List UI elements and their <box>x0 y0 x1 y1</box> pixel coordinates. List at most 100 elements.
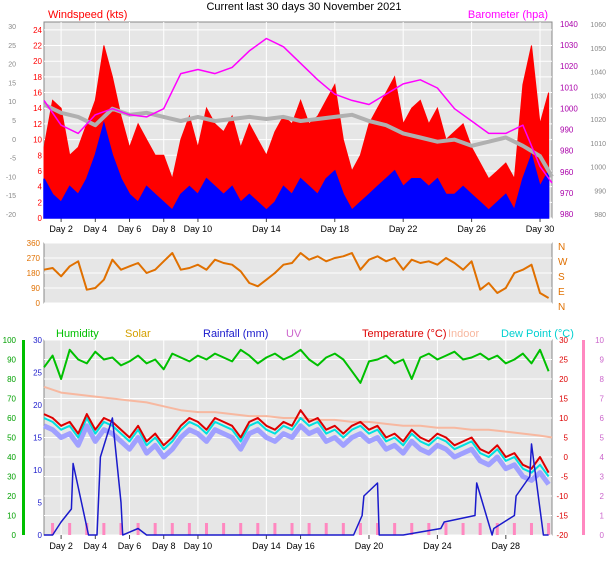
temp-tick-label: 25 <box>559 356 568 365</box>
barometer-tick-label: 1030 <box>560 41 578 50</box>
x-tick-label: Day 14 <box>252 541 281 551</box>
uv-bar <box>239 523 243 535</box>
humidity-tick-label: 80 <box>7 375 16 384</box>
humidity-tick-label: 30 <box>7 473 16 482</box>
windspeed-area <box>43 45 550 219</box>
rain-tick-label: 20 <box>33 401 42 410</box>
outer-right-tick-label: 1040 <box>590 70 606 77</box>
uv-tick-label: 3 <box>600 473 605 482</box>
rain-tick-label: 30 <box>33 336 42 345</box>
panel3-ticks: 0102030405060708090100051015202530-20-15… <box>3 336 605 551</box>
dewpoint-label: Dew Point (°C) <box>501 328 574 340</box>
uv-bar <box>341 523 345 535</box>
windspeed-tick-label: 4 <box>38 183 43 192</box>
humidity-tick-label: 40 <box>7 453 16 462</box>
compass-label: S <box>558 272 565 283</box>
x-tick-label: Day 20 <box>355 541 384 551</box>
uv-bar <box>119 523 123 535</box>
uv-tick-label: 8 <box>600 375 605 384</box>
barometer-tick-label: 980 <box>560 210 574 219</box>
temp-tick-label: 15 <box>559 395 568 404</box>
temp-tick-label: 0 <box>564 453 569 462</box>
x-tick-label: Day 6 <box>118 224 142 234</box>
windspeed-tick-label: 16 <box>33 89 42 98</box>
uv-bar <box>290 523 294 535</box>
outer-left-tick-label: -20 <box>6 212 16 219</box>
uv-bar <box>273 523 277 535</box>
uv-bar <box>410 523 414 535</box>
windspeed-tick-label: 10 <box>33 136 42 145</box>
windspeed-tick-label: 2 <box>38 198 43 207</box>
barometer-tick-label: 1010 <box>560 83 578 92</box>
uv-bar <box>547 523 551 535</box>
uv-bar <box>512 523 516 535</box>
x-tick-label: Day 24 <box>423 541 452 551</box>
direction-tick-label: 180 <box>27 269 41 278</box>
uv-bar <box>427 523 431 535</box>
x-tick-label: Day 2 <box>49 224 73 234</box>
x-tick-label: Day 8 <box>152 224 176 234</box>
uv-tick-label: 0 <box>600 531 605 540</box>
x-tick-label: Day 10 <box>184 541 213 551</box>
x-tick-label: Day 2 <box>49 541 73 551</box>
x-tick-label: Day 28 <box>492 541 521 551</box>
x-tick-label: Day 26 <box>457 224 486 234</box>
temp-tick-label: -20 <box>556 531 568 540</box>
outer-left-tick-label: 0 <box>12 137 16 144</box>
windgust-area <box>43 121 550 219</box>
uv-bar <box>102 523 106 535</box>
uv-tick-label: 1 <box>600 512 605 521</box>
barometer-line <box>43 37 553 184</box>
outer-left-tick-label: 10 <box>8 99 16 106</box>
uv-bar <box>68 523 72 535</box>
x-tick-label: Day 16 <box>286 541 315 551</box>
barometer-tick-label: 1000 <box>560 104 578 113</box>
compass-label: E <box>558 287 565 298</box>
x-tick-label: Day 14 <box>252 224 281 234</box>
outer-left-tick-label: 15 <box>8 80 16 87</box>
uv-bar <box>324 523 328 535</box>
humidity-tick-label: 100 <box>3 336 17 345</box>
barometer-tick-label: 970 <box>560 189 574 198</box>
x-tick-label: Day 4 <box>84 224 108 234</box>
outer-left-tick-label: -15 <box>6 193 16 200</box>
windspeed-tick-label: 12 <box>33 120 42 129</box>
windchill-line <box>42 423 551 486</box>
uv-bar <box>444 523 448 535</box>
direction-tick-label: 270 <box>27 254 41 263</box>
windspeed-tick-label: 0 <box>38 214 43 223</box>
rain-tick-label: 10 <box>33 466 42 475</box>
humidity-tick-label: 60 <box>7 414 16 423</box>
uv-bar <box>358 523 362 535</box>
rain-tick-label: 0 <box>38 531 43 540</box>
uv-bar <box>153 523 157 535</box>
uv-bar <box>461 523 465 535</box>
humidity-tick-label: 50 <box>7 434 16 443</box>
uv-bar <box>51 523 55 535</box>
barometer-tick-label: 960 <box>560 168 574 177</box>
temp-tick-label: -15 <box>556 512 568 521</box>
x-tick-label: Day 6 <box>118 541 142 551</box>
outer-right-tick-label: 990 <box>594 188 606 195</box>
barometer-label: Barometer (hpa) <box>468 9 548 21</box>
outer-left-tick-label: 25 <box>8 43 16 50</box>
windspeed-tick-label: 14 <box>33 104 42 113</box>
humidity-tick-label: 90 <box>7 356 16 365</box>
uv-bar <box>170 523 174 535</box>
outer-left-tick-label: -5 <box>10 156 16 163</box>
uv-bar <box>187 523 191 535</box>
compass-label: N <box>558 302 565 313</box>
rainfall-line <box>44 417 549 536</box>
rain-tick-label: 15 <box>33 434 42 443</box>
x-tick-label: Day 10 <box>184 224 213 234</box>
panel3-series <box>42 348 553 536</box>
temp-tick-label: 10 <box>559 414 568 423</box>
direction-tick-label: 90 <box>31 284 40 293</box>
uv-label: UV <box>286 328 302 340</box>
uv-tick-label: 4 <box>600 453 605 462</box>
windspeed-tick-label: 24 <box>33 26 42 35</box>
solar-label: Solar <box>125 328 151 340</box>
uv-tick-label: 2 <box>600 492 605 501</box>
